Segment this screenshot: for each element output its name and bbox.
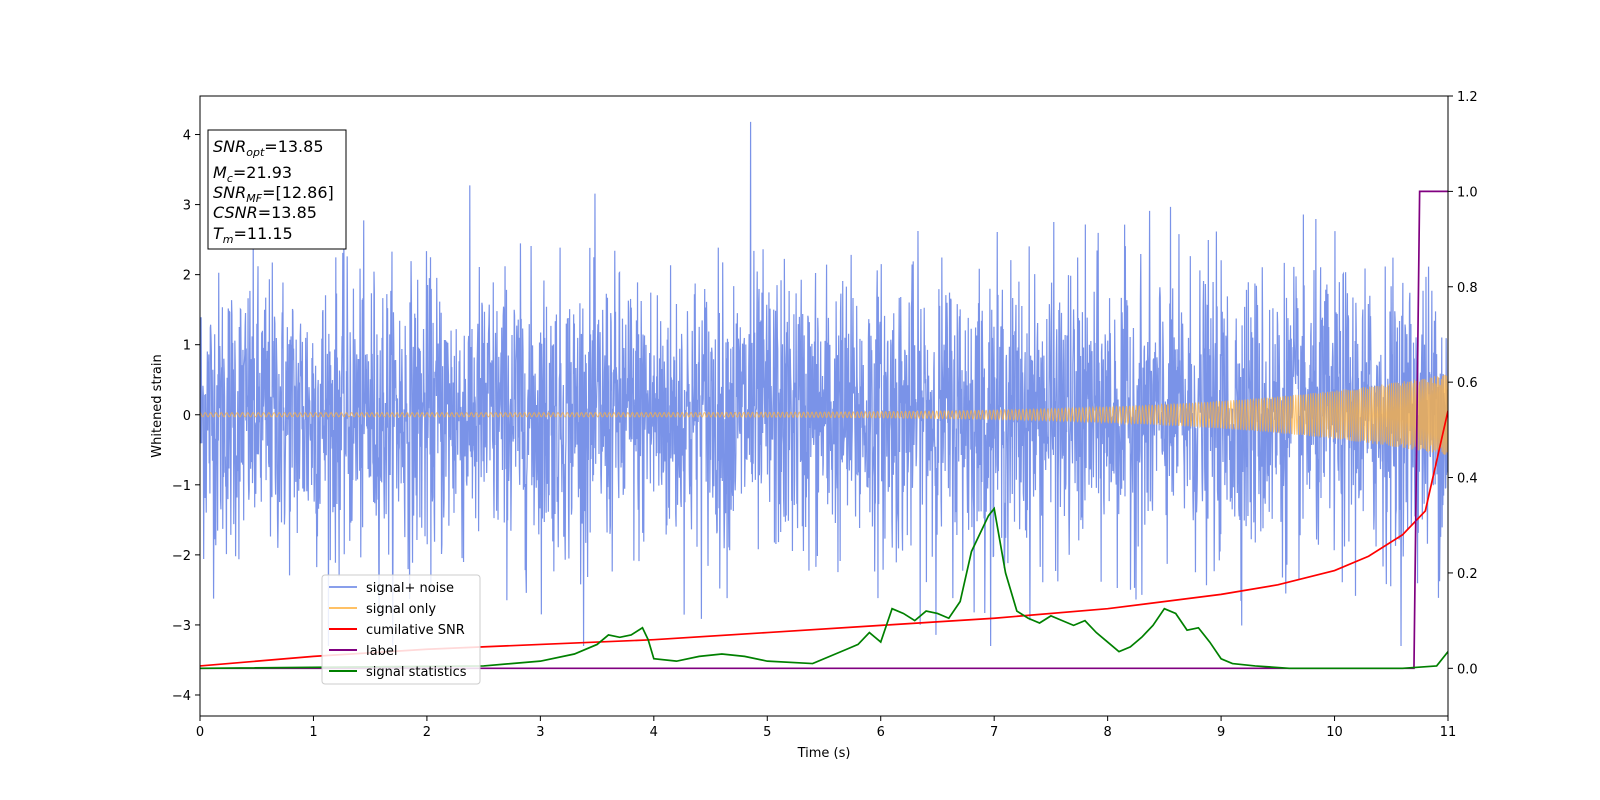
info-symbol: CSNR (213, 203, 258, 222)
x-tick-label: 5 (763, 725, 771, 740)
info-box-frame (207, 129, 347, 250)
legend-label: signal only (366, 602, 436, 617)
plot-frame (199, 95, 1449, 717)
info-value: =11.15 (234, 224, 293, 243)
info-symbol: M (213, 163, 227, 182)
series-line-cumulative-snr (200, 410, 1448, 667)
series-layer (200, 121, 1448, 670)
info-line: SNRMF=[12.86] (213, 183, 334, 205)
y-left-tick-label: 3 (183, 199, 191, 214)
legend-label: signal statistics (366, 665, 467, 680)
info-subscript: opt (246, 146, 265, 159)
info-value: =[12.86] (262, 183, 334, 202)
info-symbol: T (213, 224, 224, 243)
info-value: =21.93 (233, 163, 292, 182)
info-value: =13.85 (264, 137, 323, 156)
info-value: =13.85 (258, 203, 317, 222)
legend-label: cumilative SNR (366, 623, 465, 638)
info-line: CSNR=13.85 (213, 203, 317, 222)
series-line-signal-statistics (200, 506, 1448, 670)
y-left-tick-label: 2 (183, 269, 191, 284)
y-left-tick-label: 0 (183, 409, 191, 424)
legend: signal+ noise signal only cumilative SNR la… (321, 574, 481, 685)
x-axis-label: Time (s) (797, 746, 851, 761)
info-line: Mc=21.93 (213, 163, 292, 185)
y-axis-right: 0.0 0.2 0.4 0.6 0.8 1.0 1.2 (1448, 90, 1478, 677)
series-line-signal-only (200, 374, 1448, 455)
y-left-tick-label: −1 (172, 479, 191, 494)
y-right-tick-label: 0.4 (1457, 472, 1478, 487)
y-right-tick-label: 0.6 (1457, 376, 1478, 391)
x-tick-label: 10 (1326, 725, 1343, 740)
x-axis: 0 1 2 3 4 5 6 7 8 9 10 11 (196, 716, 1456, 740)
info-symbol: SNR (213, 183, 246, 202)
y-axis-left: −4 −3 −2 −1 0 1 2 3 4 (172, 129, 200, 704)
x-tick-label: 0 (196, 725, 204, 740)
info-line: SNRopt=13.85 (213, 137, 324, 159)
legend-items: signal+ noise signal only cumilative SNR la… (329, 581, 467, 680)
y-left-tick-label: −4 (172, 689, 191, 704)
y-left-tick-label: −2 (172, 549, 191, 564)
x-tick-label: 1 (309, 725, 317, 740)
y-right-tick-label: 1.2 (1457, 90, 1478, 105)
y-right-tick-label: 0.0 (1457, 662, 1478, 677)
series-line-label (200, 190, 1448, 670)
y-left-tick-label: −3 (172, 619, 191, 634)
x-tick-label: 3 (536, 725, 544, 740)
legend-frame (321, 574, 481, 685)
y-right-tick-label: 1.0 (1457, 185, 1478, 200)
x-tick-label: 4 (650, 725, 658, 740)
x-tick-label: 7 (990, 725, 998, 740)
y-right-tick-label: 0.2 (1457, 567, 1478, 582)
info-line: Tm=11.15 (213, 224, 293, 246)
legend-label: signal+ noise (366, 581, 454, 596)
x-tick-label: 11 (1440, 725, 1457, 740)
series-line-signal-noise (200, 121, 1448, 646)
info-subscript: m (223, 233, 234, 246)
y-right-tick-label: 0.8 (1457, 281, 1478, 296)
y-left-tick-label: 1 (183, 339, 191, 354)
x-tick-label: 6 (877, 725, 885, 740)
info-subscript: MF (246, 192, 262, 205)
x-tick-label: 9 (1217, 725, 1225, 740)
info-symbol: SNR (213, 137, 246, 156)
y-axis-label: Whitened strain (150, 354, 165, 457)
info-lines: SNRopt=13.85Mc=21.93SNRMF=[12.86]CSNR=13… (213, 137, 334, 246)
y-left-tick-label: 4 (183, 129, 191, 144)
info-subscript: c (227, 172, 233, 185)
x-tick-label: 2 (423, 725, 431, 740)
info-box: SNRopt=13.85Mc=21.93SNRMF=[12.86]CSNR=13… (207, 129, 347, 250)
legend-label: label (366, 644, 397, 659)
x-tick-label: 8 (1103, 725, 1111, 740)
